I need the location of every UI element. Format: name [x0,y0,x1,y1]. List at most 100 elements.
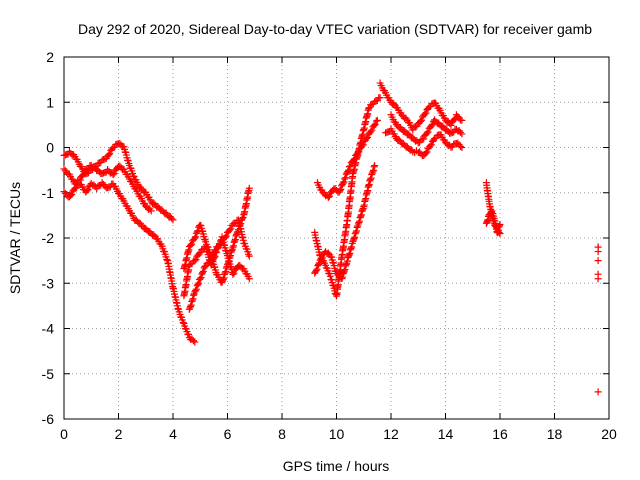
data-point [163,255,171,263]
y-tick-label: 1 [46,94,54,110]
data-point [349,156,357,164]
data-point [191,338,199,346]
data-point [221,269,229,277]
data-point [368,126,376,134]
data-point [371,162,379,170]
data-point [67,192,75,200]
data-point [358,142,366,150]
data-point [230,269,238,277]
data-point [208,255,216,263]
data-point [191,234,199,242]
data-point [189,337,197,345]
plot-grid [64,57,609,419]
data-point [79,171,87,179]
x-tick-label: 18 [547,426,563,442]
data-point [312,266,320,274]
data-point [350,235,358,243]
data-point [343,257,351,265]
data-point [231,235,239,243]
data-point [80,170,88,178]
data-point [339,179,347,187]
data-point [362,135,370,143]
isolated-point [594,275,602,283]
data-point [109,171,117,179]
data-point [422,109,430,117]
data-point [345,251,353,259]
data-point [209,253,217,261]
data-point [341,265,349,273]
data-point [424,128,432,136]
y-tick-label: 2 [46,49,54,65]
data-point [105,151,113,159]
x-tick-label: 6 [224,426,232,442]
x-tick-label: 12 [383,426,399,442]
data-point [456,128,464,136]
data-point [193,228,201,236]
isolated-point [594,243,602,251]
data-point [357,211,365,219]
data-point [345,163,353,171]
data-point [185,331,193,339]
data-point [341,175,349,183]
data-point [367,174,375,182]
data-point [245,184,253,192]
data-point [195,279,203,287]
data-point [218,239,226,247]
data-point [192,256,200,264]
data-point [355,219,363,227]
data-point [340,267,348,275]
data-point [192,233,200,241]
data-point [324,193,332,201]
data-point [447,121,455,129]
data-point [326,272,334,280]
x-tick-label: 14 [438,426,454,442]
data-point [364,133,372,141]
data-point [339,273,347,281]
data-point [353,223,361,231]
data-point [195,250,203,258]
data-point [367,128,375,136]
data-point [346,162,354,170]
data-point [222,232,230,240]
x-tick-label: 16 [492,426,508,442]
data-point [229,243,237,251]
data-point [357,212,365,220]
data-point [373,116,381,124]
data-point [376,94,384,102]
data-point [315,260,323,268]
data-point [350,155,358,163]
y-axis-label: SDTVAR / TECUs [7,182,23,294]
data-point [219,275,227,283]
data-point [352,228,360,236]
data-point [369,166,377,174]
data-point [76,176,84,184]
data-point [187,303,195,311]
data-point [84,186,92,194]
isolated-point [594,257,602,265]
x-tick-label: 20 [601,426,617,442]
data-point [354,149,362,157]
data-point [348,243,356,251]
data-point [366,176,374,184]
data-point [458,144,466,151]
data-point [422,149,430,157]
x-tick-label: 0 [60,426,68,442]
chart-title: Day 292 of 2020, Sidereal Day-to-day VTE… [78,21,592,37]
data-point [370,163,378,171]
data-point [341,174,349,182]
data-point [352,227,360,235]
x-tick-label: 8 [278,426,286,442]
data-point [359,206,367,214]
data-point [369,168,377,176]
data-point [426,142,434,150]
y-tick-label: -1 [42,185,55,201]
y-tick-label: -5 [42,366,55,382]
data-point [179,319,187,327]
data-point [423,129,431,137]
data-point [187,301,195,309]
data-point [458,116,466,124]
data-point [427,141,435,149]
data-point [238,215,246,223]
data-point [196,275,204,283]
